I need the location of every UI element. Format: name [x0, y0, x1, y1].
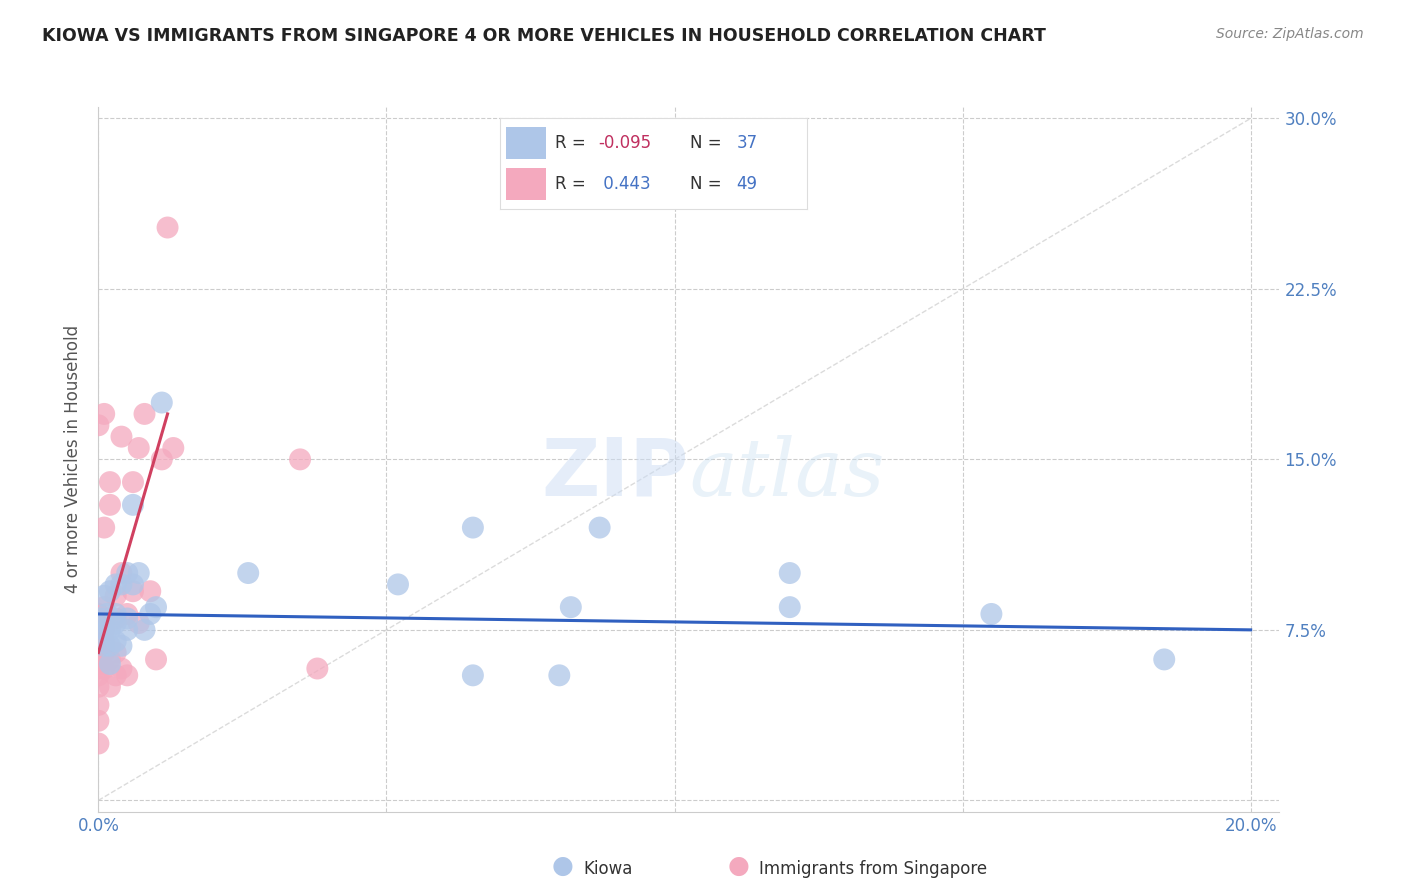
Point: [87, 607, 110, 621]
Point: [98, 475, 121, 489]
Point: [104, 668, 127, 682]
Point: [104, 589, 127, 603]
Point: [87, 652, 110, 666]
Point: [93, 600, 115, 615]
Point: [104, 615, 127, 630]
Point: [1153, 652, 1175, 666]
Point: [93, 611, 115, 625]
Point: [93, 623, 115, 637]
Point: [128, 566, 150, 580]
Point: [98, 680, 121, 694]
Text: KIOWA VS IMMIGRANTS FROM SINGAPORE 4 OR MORE VEHICLES IN HOUSEHOLD CORRELATION C: KIOWA VS IMMIGRANTS FROM SINGAPORE 4 OR …: [42, 27, 1046, 45]
Point: [104, 607, 127, 621]
Point: [115, 611, 138, 625]
Point: [98, 623, 121, 637]
Point: [122, 584, 145, 599]
Point: [110, 577, 132, 591]
Point: [115, 566, 138, 580]
Point: [387, 577, 409, 591]
Point: [93, 646, 115, 660]
Point: [128, 441, 150, 455]
Point: [110, 661, 132, 675]
Point: [115, 623, 138, 637]
Point: [238, 566, 260, 580]
Point: [128, 615, 150, 630]
Point: [87, 714, 110, 728]
Point: [145, 600, 167, 615]
Point: [122, 577, 145, 591]
Point: [87, 634, 110, 648]
Point: [98, 498, 121, 512]
Text: ●: ●: [727, 854, 749, 878]
Point: [98, 652, 121, 666]
Point: [145, 652, 167, 666]
Point: [779, 600, 801, 615]
Point: [87, 623, 110, 637]
Point: [93, 520, 115, 534]
Point: [93, 634, 115, 648]
Point: [779, 566, 801, 580]
Point: [122, 475, 145, 489]
Point: [134, 407, 156, 421]
Text: Source: ZipAtlas.com: Source: ZipAtlas.com: [1216, 27, 1364, 41]
Point: [93, 623, 115, 637]
Point: [115, 668, 138, 682]
Point: [93, 589, 115, 603]
Point: [104, 611, 127, 625]
Point: [548, 668, 571, 682]
Point: [87, 418, 110, 433]
Point: [93, 611, 115, 625]
Point: [139, 607, 162, 621]
Point: [98, 639, 121, 653]
Point: [110, 566, 132, 580]
Point: [288, 452, 311, 467]
Point: [115, 607, 138, 621]
Point: [87, 657, 110, 671]
Point: [93, 407, 115, 421]
Point: [150, 452, 173, 467]
Point: [96, 623, 118, 637]
Text: ●: ●: [551, 854, 574, 878]
Point: [588, 520, 610, 534]
Point: [104, 646, 127, 660]
Point: [87, 661, 110, 675]
Point: [104, 577, 127, 591]
Point: [461, 520, 484, 534]
Point: [139, 584, 162, 599]
Point: [461, 668, 484, 682]
Point: [87, 737, 110, 751]
Point: [96, 607, 118, 621]
Point: [87, 639, 110, 653]
Point: [134, 623, 156, 637]
Text: Kiowa: Kiowa: [583, 860, 633, 878]
Point: [150, 395, 173, 409]
Point: [307, 661, 329, 675]
Point: [122, 498, 145, 512]
Text: Immigrants from Singapore: Immigrants from Singapore: [759, 860, 987, 878]
Point: [110, 639, 132, 653]
Text: ZIP: ZIP: [541, 434, 689, 513]
Point: [87, 630, 110, 644]
Point: [93, 639, 115, 653]
Point: [98, 584, 121, 599]
Point: [87, 680, 110, 694]
Point: [90, 657, 112, 671]
Text: atlas: atlas: [689, 434, 884, 512]
Point: [162, 441, 184, 455]
Point: [93, 661, 115, 675]
Point: [98, 657, 121, 671]
Point: [87, 698, 110, 712]
Point: [110, 430, 132, 444]
Point: [156, 220, 179, 235]
Point: [104, 634, 127, 648]
Point: [980, 607, 1002, 621]
Point: [560, 600, 582, 615]
Point: [87, 646, 110, 660]
Point: [87, 668, 110, 682]
Y-axis label: 4 or more Vehicles in Household: 4 or more Vehicles in Household: [65, 326, 83, 593]
